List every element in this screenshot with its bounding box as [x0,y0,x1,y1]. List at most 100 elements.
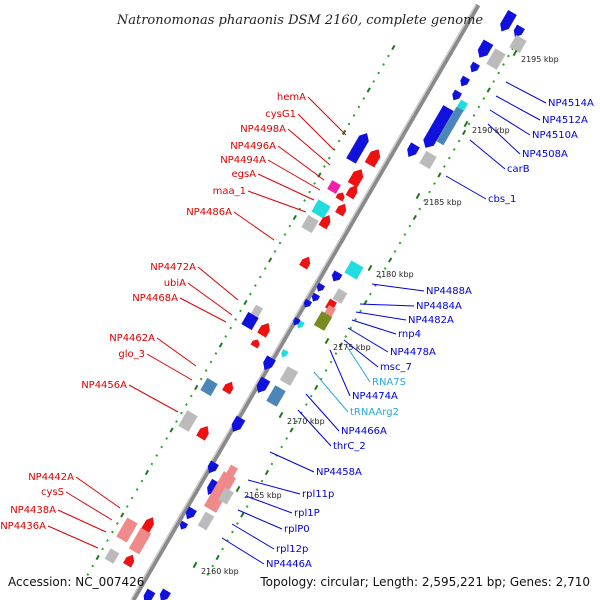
gene-label[interactable]: cbs_1 [488,194,516,205]
gene-feature[interactable] [205,460,219,476]
gene-feature[interactable] [157,588,171,600]
gene-feature[interactable] [302,298,313,309]
gene-label[interactable]: NP4508A [522,149,568,160]
gene-feature[interactable] [241,311,259,331]
gene-label[interactable]: NP4486A [186,207,232,218]
gene-feature[interactable] [345,183,361,200]
gene-feature[interactable] [511,24,525,40]
gene-label[interactable]: NP4478A [390,347,436,358]
gene-feature[interactable] [197,511,215,531]
gene-feature[interactable] [344,260,364,280]
gene-feature[interactable] [404,142,420,159]
gene-label[interactable]: NP4442A [28,472,74,483]
gene-feature[interactable] [123,553,137,568]
gene-feature[interactable] [335,202,349,217]
gene-feature[interactable] [486,48,506,70]
gene-feature[interactable] [250,338,262,349]
gene-feature[interactable] [468,61,480,75]
gene-feature[interactable] [301,214,319,234]
gene-feature[interactable] [450,89,462,103]
gene-feature[interactable] [315,282,326,293]
gene-feature[interactable] [178,410,198,432]
gene-feature[interactable] [313,311,333,331]
gene-feature[interactable] [266,385,286,407]
gene-label[interactable]: NP4456A [81,380,127,391]
gene-label[interactable]: NP4438A [10,505,56,516]
gene-feature[interactable] [128,527,152,555]
gene-label[interactable]: rpl1P [294,508,320,519]
gene-feature[interactable] [310,292,321,303]
gene-label[interactable]: msc_7 [380,362,412,373]
gene-label[interactable]: NP4494A [220,155,266,166]
gene-label[interactable]: cysG1 [265,109,296,120]
gene-label[interactable]: NP4446A [266,559,312,570]
gene-label[interactable]: tRNAArg2 [350,407,399,418]
gene-feature[interactable] [141,588,156,600]
gene-label[interactable]: rnp4 [398,329,421,340]
gene-label[interactable]: NP4482A [408,315,454,326]
gene-feature[interactable] [257,320,273,338]
gene-feature[interactable] [458,75,470,89]
gene-feature[interactable] [251,304,263,318]
gene-feature[interactable] [318,213,334,230]
gene-label[interactable]: glo_3 [118,349,145,360]
gene-feature[interactable] [291,317,301,327]
gene-label[interactable]: NP4498A [240,124,286,135]
gene-label[interactable]: NP4488A [426,286,472,297]
gene-feature[interactable] [279,366,299,386]
gene-label[interactable]: RNA7S [372,377,406,388]
gene-label[interactable]: rpl11p [302,489,334,500]
gene-feature[interactable] [254,376,271,396]
gene-feature[interactable] [332,288,348,304]
gene-feature[interactable] [311,199,331,219]
gene-feature[interactable] [299,255,313,270]
gene-label[interactable]: NP4466A [341,426,387,437]
gene-feature[interactable] [141,515,157,534]
gene-feature[interactable] [279,349,289,359]
gene-feature[interactable] [419,150,437,170]
gene-label[interactable]: NP4458A [316,467,362,478]
gene-feature[interactable] [116,517,138,543]
gene-feature[interactable] [203,471,237,513]
gene-label[interactable]: ubiA [164,278,186,289]
gene-feature[interactable] [509,34,527,54]
gene-feature[interactable] [260,355,276,372]
gene-label[interactable]: NP4474A [352,391,398,402]
gene-feature[interactable] [218,487,234,505]
gene-feature[interactable] [347,166,367,188]
gene-feature[interactable] [327,180,341,194]
gene-feature[interactable] [475,39,494,60]
gene-label[interactable]: NP4484A [416,301,462,312]
gene-label[interactable]: cysS [41,487,64,498]
gene-label[interactable]: carB [507,164,530,175]
gene-feature[interactable] [330,270,343,283]
gene-feature[interactable] [229,415,246,435]
gene-feature[interactable] [104,548,120,564]
gene-label[interactable]: thrC_2 [333,441,366,452]
gene-label[interactable]: NP4496A [230,141,276,152]
gene-feature[interactable] [204,478,220,497]
gene-label[interactable]: NP4472A [150,262,196,273]
gene-feature[interactable] [200,377,218,397]
gene-label[interactable]: maa_1 [213,186,246,197]
gene-label[interactable]: NP4468A [132,293,178,304]
gene-label[interactable]: NP4510A [532,130,578,141]
gene-feature[interactable] [222,380,236,395]
gene-label[interactable]: rpl12p [276,544,308,555]
gene-feature[interactable] [420,105,454,151]
gene-feature[interactable] [335,191,347,202]
gene-label[interactable]: NP4512A [542,115,588,126]
gene-feature[interactable] [346,130,372,164]
gene-label[interactable]: NP4436A [0,521,46,532]
gene-feature[interactable] [183,506,197,522]
gene-label[interactable]: NP4514A [548,98,594,109]
gene-label[interactable]: egsA [231,169,256,180]
gene-feature[interactable] [497,9,517,34]
gene-feature[interactable] [436,106,464,146]
gene-label[interactable]: rplP0 [284,524,310,535]
gene-label[interactable]: hemA [277,92,306,103]
gene-feature[interactable] [178,520,189,531]
gene-label[interactable]: NP4462A [109,333,155,344]
gene-feature[interactable] [196,423,212,441]
gene-feature[interactable] [364,146,384,168]
